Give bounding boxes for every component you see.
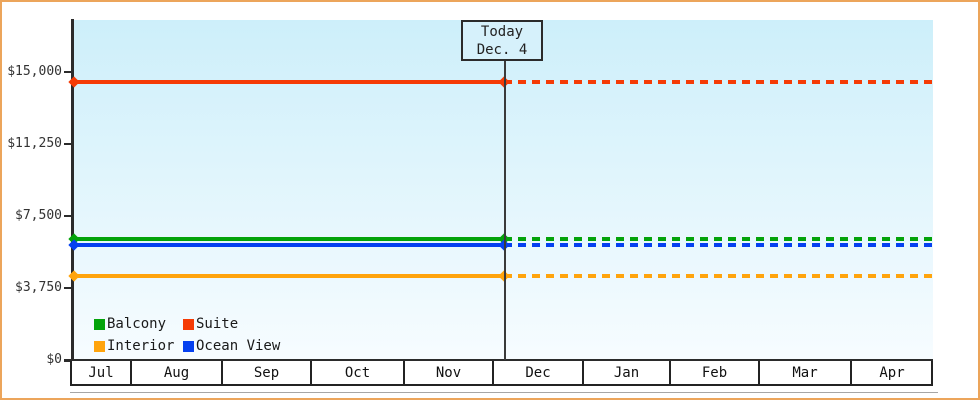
series-projection-ocean-view (504, 243, 933, 247)
today-line (504, 61, 506, 360)
month-cell-sep: Sep (221, 361, 310, 386)
legend-label-suite: Suite (196, 316, 239, 332)
month-cell-jan: Jan (582, 361, 669, 386)
y-tick-label: $3,750 (15, 280, 62, 295)
y-tick-mark (64, 215, 72, 217)
month-row-end-border (931, 361, 933, 386)
y-tick-mark (64, 359, 72, 361)
series-line-interior (74, 274, 504, 278)
legend-item-suite: Suite (183, 316, 238, 332)
y-tick-mark (64, 71, 72, 73)
y-tick-label: $0 (46, 352, 62, 367)
series-projection-suite (504, 80, 933, 84)
legend-item-interior: Interior (94, 338, 174, 354)
x-axis-line (64, 359, 933, 362)
legend-swatch-interior-icon (94, 340, 105, 352)
month-cell-feb: Feb (669, 361, 758, 386)
legend-swatch-balcony-icon (94, 318, 105, 330)
y-tick-label: $11,250 (7, 136, 62, 151)
bottom-rule (70, 392, 938, 393)
today-annotation: Today Dec. 4 (461, 20, 543, 61)
y-tick-label: $7,500 (15, 208, 62, 223)
legend-item-balcony: Balcony (94, 316, 166, 332)
month-cell-mar: Mar (758, 361, 850, 386)
legend-swatch-suite-icon (183, 318, 194, 330)
month-cell-apr: Apr (850, 361, 932, 386)
legend-label-balcony: Balcony (107, 316, 167, 332)
series-line-ocean-view (74, 243, 504, 247)
series-projection-interior (504, 274, 933, 278)
series-line-balcony (74, 237, 504, 241)
today-date: Dec. 4 (476, 41, 528, 58)
month-cell-jul: Jul (70, 361, 130, 386)
legend-label-ocean-view: Ocean View (196, 338, 281, 354)
legend-item-ocean-view: Ocean View (183, 338, 280, 354)
y-tick-label: $15,000 (7, 64, 62, 79)
month-cell-aug: Aug (130, 361, 221, 386)
legend-label-interior: Interior (107, 338, 175, 354)
month-cell-dec: Dec (492, 361, 582, 386)
month-cell-nov: Nov (403, 361, 492, 386)
y-tick-mark (64, 287, 72, 289)
month-cell-oct: Oct (310, 361, 403, 386)
y-tick-mark (64, 143, 72, 145)
series-line-suite (74, 80, 504, 84)
legend-swatch-ocean-view-icon (183, 340, 194, 352)
series-projection-balcony (504, 237, 933, 241)
y-axis-line (71, 19, 74, 361)
today-label: Today (480, 23, 524, 40)
